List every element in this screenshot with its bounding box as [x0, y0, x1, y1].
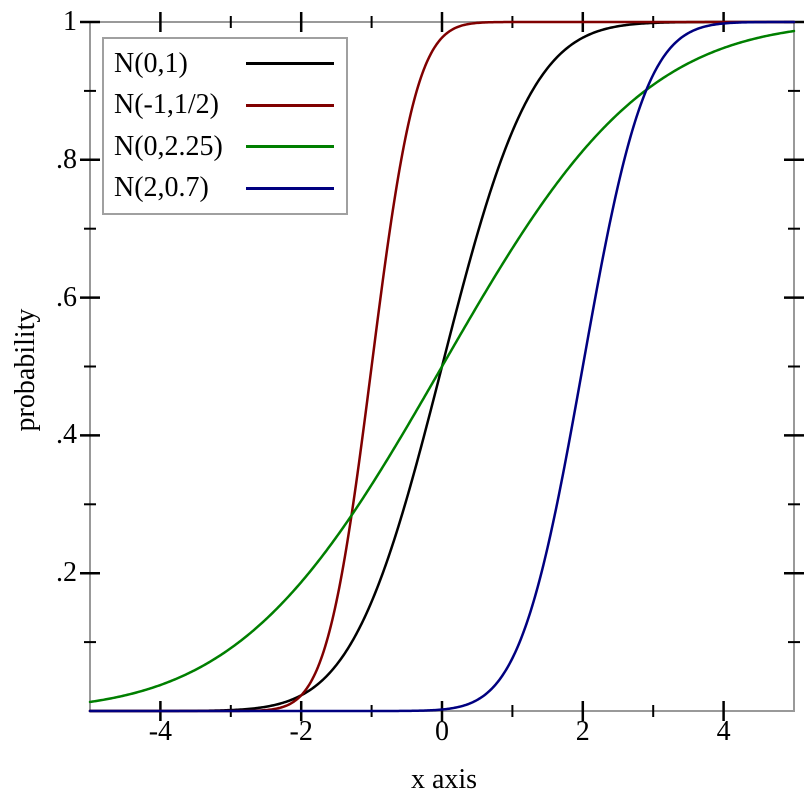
- legend-item: N(-1,1/2): [104, 91, 346, 119]
- y-axis-label: probability: [10, 308, 41, 432]
- y-tick-label: .4: [56, 419, 77, 451]
- legend-item: N(0,2.25): [104, 130, 346, 162]
- x-tick-label: 2: [575, 716, 590, 747]
- y-tick-label: .2: [56, 557, 77, 589]
- legend-line-sample: [246, 62, 334, 66]
- legend-item-label: N(2,0.7): [114, 172, 209, 204]
- x-tick-label: -2: [289, 716, 313, 747]
- y-tick-label: 1: [63, 6, 77, 37]
- x-axis-label: x axis: [410, 764, 478, 795]
- x-tick-label: -4: [148, 716, 173, 747]
- legend-line-sample: [246, 186, 334, 190]
- legend-item-label: N(0,2.25): [114, 130, 223, 162]
- legend-item: N(2,0.7): [104, 174, 346, 202]
- series-curve-2: [88, 29, 796, 704]
- y-tick-label: .8: [56, 143, 77, 175]
- legend-item: N(0,1): [104, 47, 346, 79]
- legend-line-sample: [246, 103, 334, 107]
- series-curve-3: [88, 20, 796, 713]
- y-tick-label: .6: [56, 281, 77, 313]
- legend-line-sample: [246, 145, 334, 149]
- legend: N(0,1) N(-1,1/2) N(0,2.25) N(2,0.7): [102, 37, 348, 215]
- x-tick-label: 4: [716, 716, 731, 747]
- x-tick-label: 0: [435, 716, 449, 747]
- legend-item-label: N(-1,1/2): [114, 89, 219, 121]
- legend-item-label: N(0,1): [114, 47, 188, 79]
